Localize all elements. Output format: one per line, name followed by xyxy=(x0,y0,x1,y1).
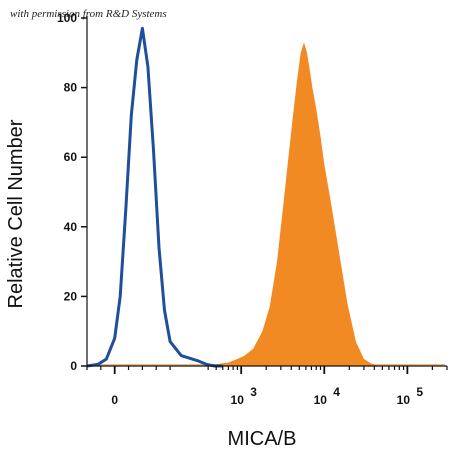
y-tick-label: 0 xyxy=(70,359,77,373)
x-tick-exponent: 4 xyxy=(333,385,340,399)
x-tick-label: 0 xyxy=(111,393,118,407)
y-axis-title: Relative Cell Number xyxy=(5,119,27,308)
y-tick-label: 60 xyxy=(64,150,78,164)
x-tick-label: 10 xyxy=(397,393,411,407)
x-tick-label: 10 xyxy=(314,393,328,407)
histogram-stained xyxy=(197,42,381,367)
y-tick-label: 80 xyxy=(64,81,78,95)
y-tick-label: 40 xyxy=(64,220,78,234)
y-tick-label: 100 xyxy=(57,11,77,25)
histogram-control xyxy=(86,26,223,368)
x-tick-exponent: 3 xyxy=(250,385,257,399)
watermark-text: with permission from R&D Systems xyxy=(10,8,167,20)
x-axis-title: MICA/B xyxy=(228,428,297,450)
y-tick-label: 20 xyxy=(64,289,78,303)
x-tick-exponent: 5 xyxy=(416,385,423,399)
x-tick-label: 10 xyxy=(231,393,245,407)
